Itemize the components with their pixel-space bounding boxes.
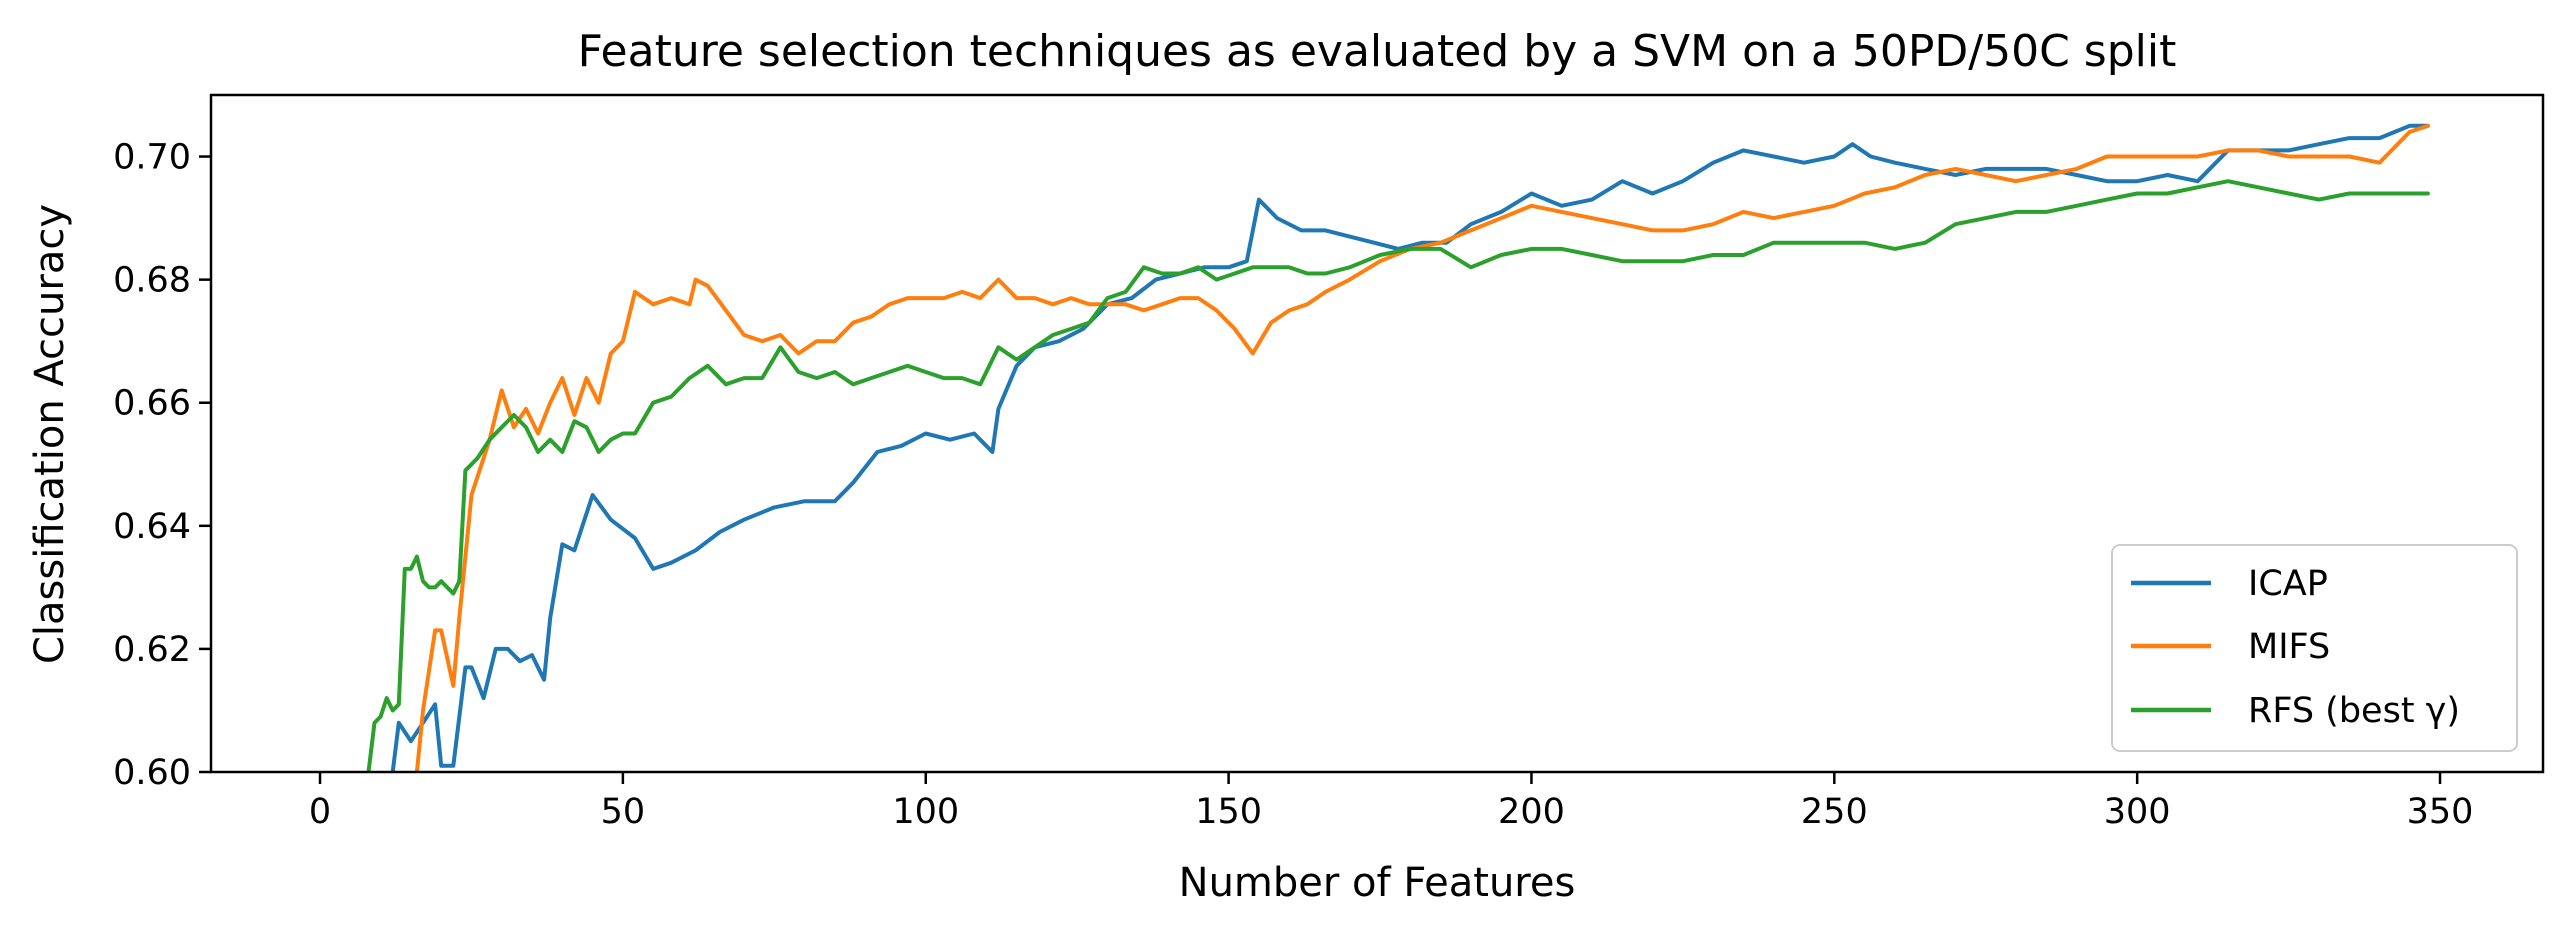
series-layer [366, 123, 2430, 772]
legend-label: MIFS [2248, 627, 2330, 667]
y-tick-label: 0.66 [113, 384, 191, 424]
series-line-icap [390, 123, 2430, 772]
legend-box [2111, 544, 2518, 752]
x-axis-ticks: 0 50 100 150 200 250 300 350 [309, 772, 2474, 832]
legend: ICAP MIFS RFS (best γ) [2111, 544, 2518, 752]
y-axis-label: Classification Accuracy [27, 204, 73, 664]
x-tick-label: 350 [2407, 792, 2474, 832]
legend-label: ICAP [2248, 564, 2328, 604]
x-tick-label: 0 [309, 792, 331, 832]
series-line-rfs [366, 179, 2430, 772]
chart-title: Feature selection techniques as evaluate… [578, 26, 2177, 77]
plot-frame [209, 93, 2545, 774]
x-axis-label: Number of Features [1179, 860, 1576, 906]
y-tick-label: 0.70 [113, 138, 191, 178]
series-line-mifs [414, 123, 2430, 772]
x-tick-label: 200 [1498, 792, 1565, 832]
x-tick-label: 100 [892, 792, 959, 832]
y-tick-label: 0.64 [113, 507, 191, 547]
legend-label: RFS (best γ) [2248, 691, 2460, 731]
x-tick-label: 300 [2104, 792, 2171, 832]
y-tick-label: 0.68 [113, 261, 191, 301]
y-axis-ticks: 0.60 0.62 0.64 0.66 0.68 0.70 [113, 138, 211, 793]
y-tick-label: 0.62 [113, 630, 191, 670]
x-tick-label: 150 [1195, 792, 1262, 832]
x-tick-label: 50 [601, 792, 646, 832]
x-tick-label: 250 [1801, 792, 1868, 832]
y-tick-label: 0.60 [113, 753, 191, 793]
